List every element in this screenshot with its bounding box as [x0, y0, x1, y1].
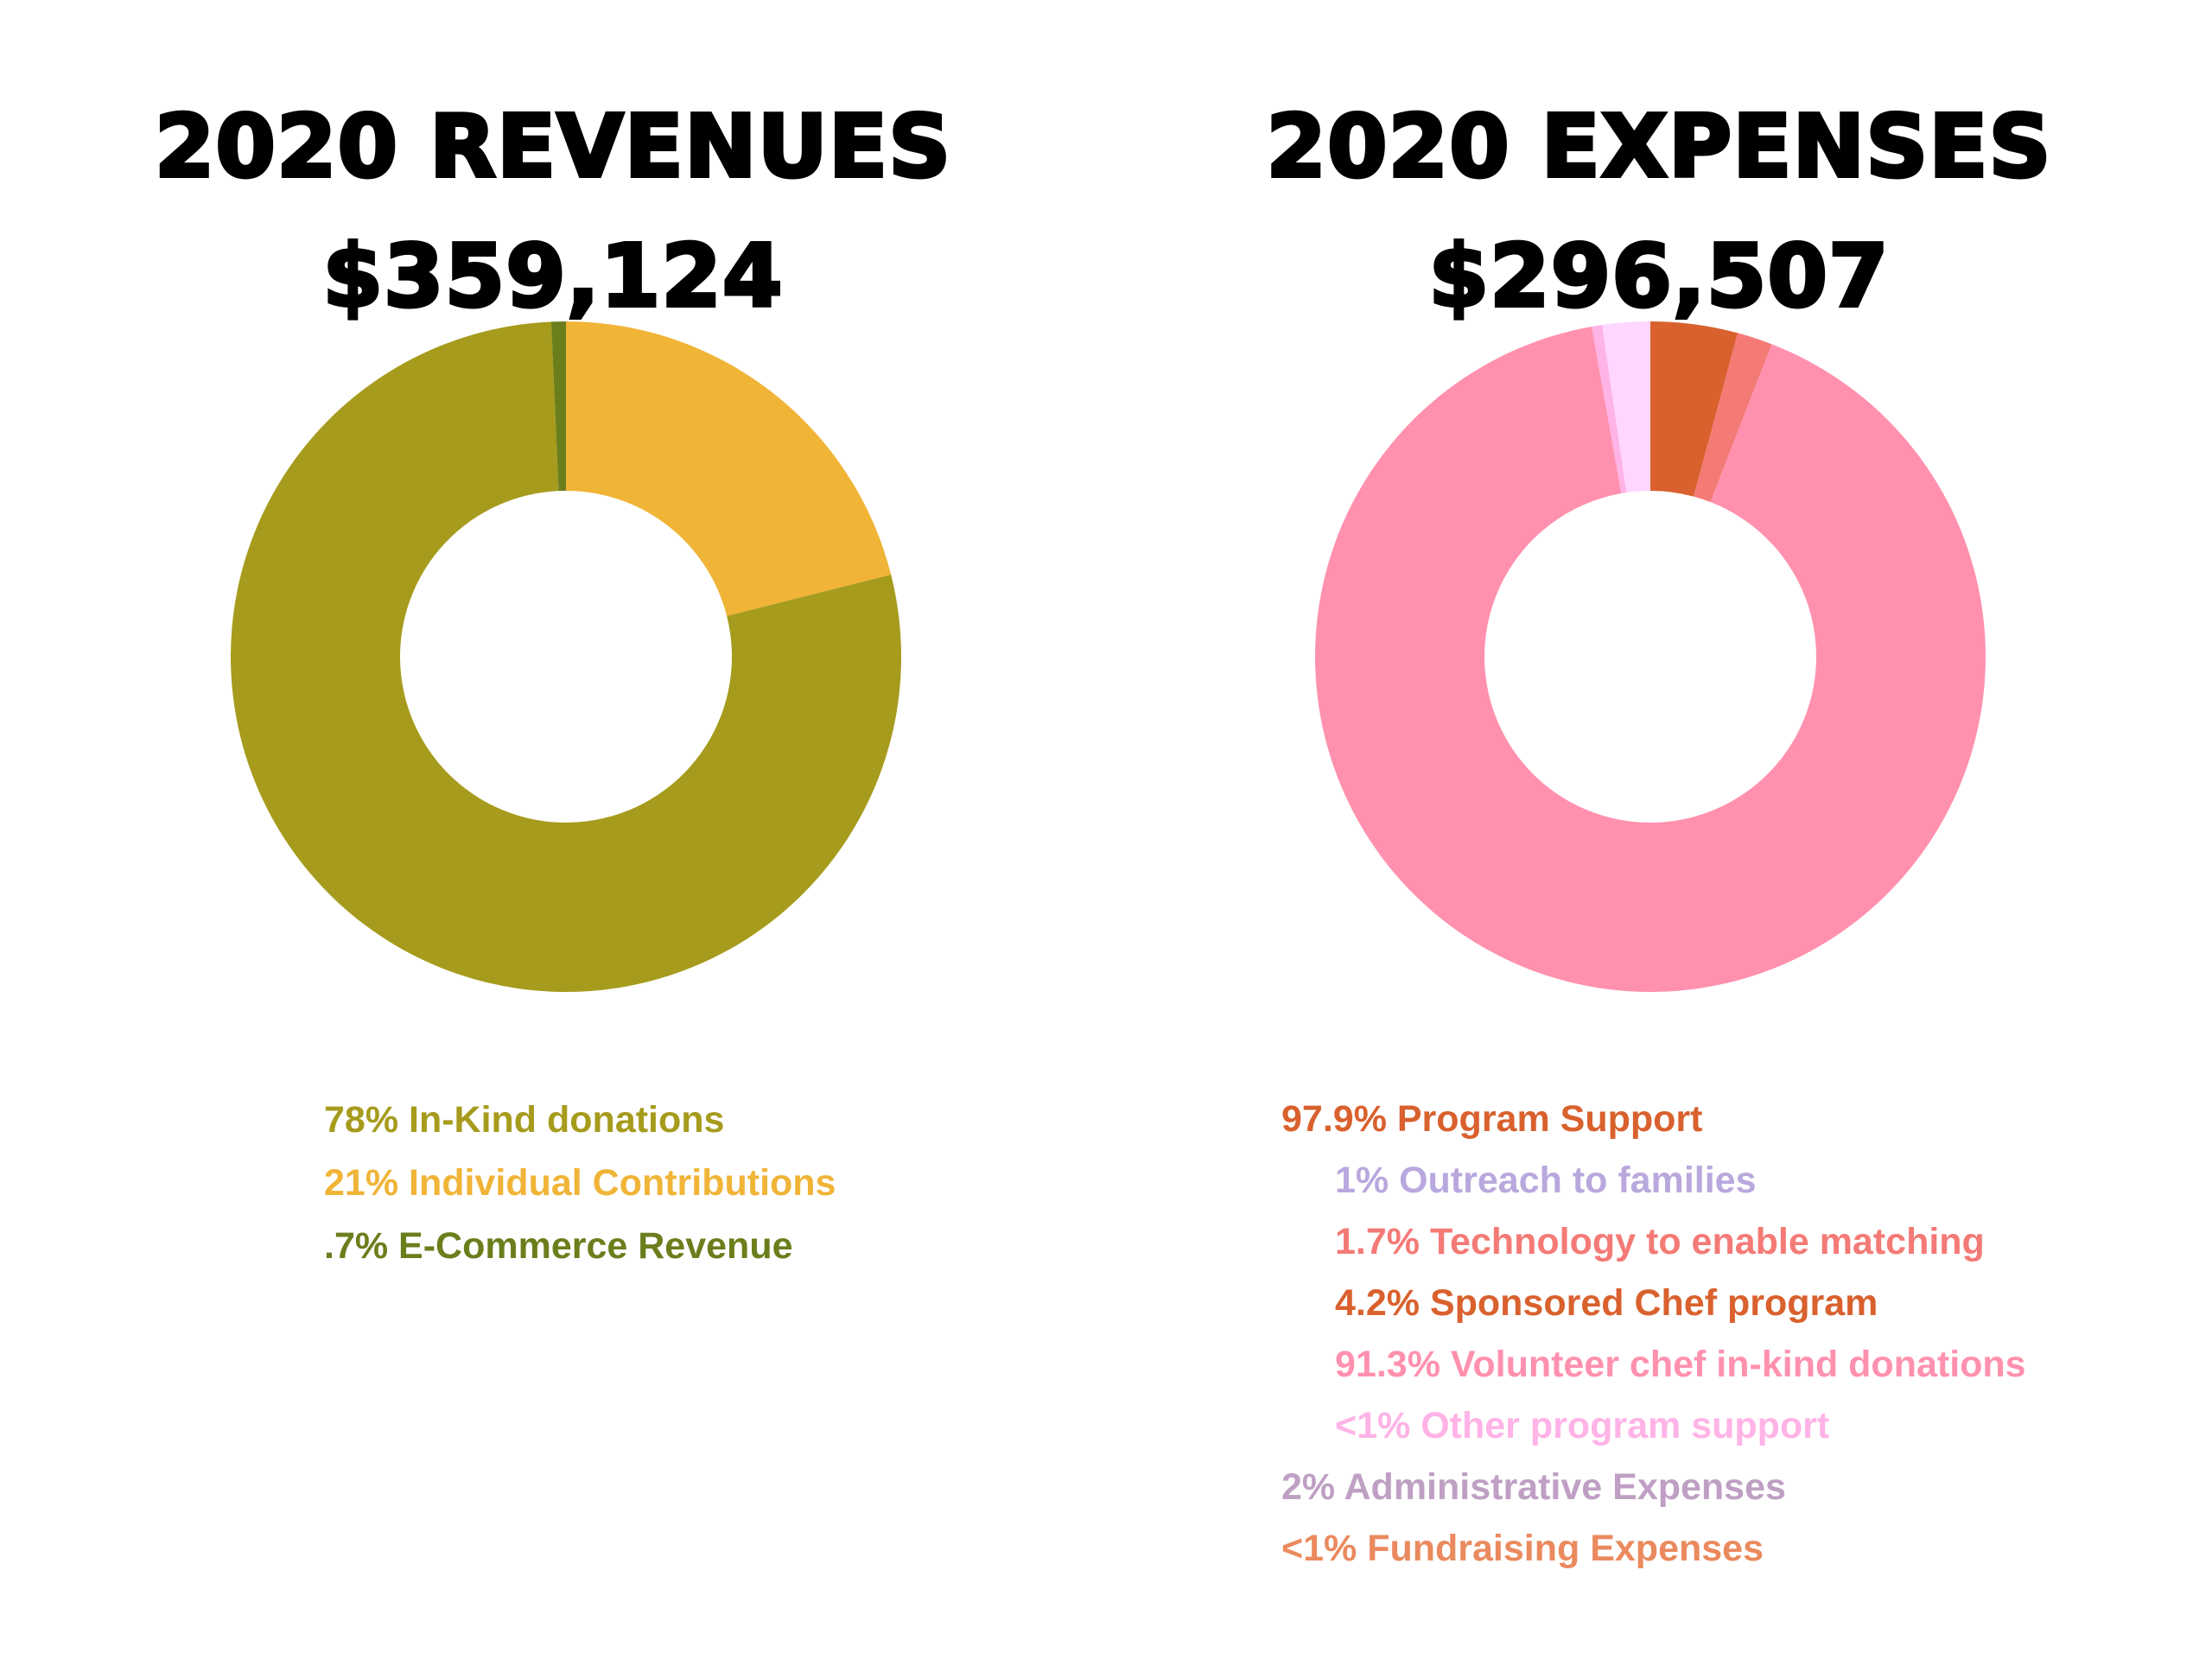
donut-slice-1-7-technology-to-enable-matching [1694, 333, 1772, 503]
revenues-total: $359,124 [321, 224, 784, 328]
legend-item-volunteer-chef-donations: 91.3% Volunteer chef in-kind donations [1335, 1344, 2026, 1385]
revenues-title: 2020 REVENUES [153, 94, 952, 199]
legend-item-individual-contributions: 21% Individual Contributions [324, 1162, 836, 1204]
donut-slice-7-e-commerce-revenue [550, 321, 566, 492]
legend-item-administrative-expenses: 2% Administrative Expenses [1281, 1466, 1786, 1508]
legend-item-in-kind-donations: 78% In-Kind donations [324, 1099, 725, 1141]
legend-item-technology-matching: 1.7% Technology to enable matching [1335, 1221, 1985, 1262]
legend-item-program-support: 97.9% Program Support [1281, 1098, 1703, 1140]
revenues-legend: 78% In-Kind donations 21% Individual Con… [324, 1089, 836, 1278]
revenues-donut-chart [231, 321, 901, 993]
expenses-panel: 2020 EXPENSES $296,507 97.9% Program Sup… [1106, 0, 2212, 1659]
revenues-panel: 2020 REVENUES $359,124 78% In-Kind donat… [0, 82, 1106, 1278]
legend-item-sponsored-chef-program: 4.2% Sponsored Chef program [1335, 1282, 1878, 1324]
donut-slice-78-in-kind-donations [231, 321, 901, 993]
donut-slice-4-2-sponsored-chef-program [1650, 321, 1738, 497]
donut-slice-2-administrative-expenses [1602, 321, 1650, 493]
legend-item-outreach-to-families: 1% Outreach to families [1335, 1160, 1757, 1201]
expenses-title-block: 2020 EXPENSES $296,507 [1106, 82, 2212, 341]
expenses-total: $296,507 [1427, 224, 1890, 328]
donut-slice-21-individual-contributions [566, 321, 892, 616]
legend-item-fundraising-expenses: <1% Fundraising Expenses [1281, 1528, 1764, 1569]
expenses-title: 2020 EXPENSES [1264, 94, 2052, 199]
donut-slice-1-other-program-support [1592, 325, 1627, 493]
donut-slice-91-3-volunteer-chef-in-kind-donations [1315, 326, 1986, 993]
expenses-legend: 97.9% Program Support 1% Outreach to fam… [1281, 1089, 2026, 1580]
revenues-title-block: 2020 REVENUES $359,124 [0, 82, 1106, 341]
legend-item-e-commerce-revenue: .7% E-Commerce Revenue [324, 1225, 793, 1267]
expenses-donut-chart [1315, 321, 1986, 993]
legend-item-other-program-support: <1% Other program support [1335, 1405, 1830, 1446]
